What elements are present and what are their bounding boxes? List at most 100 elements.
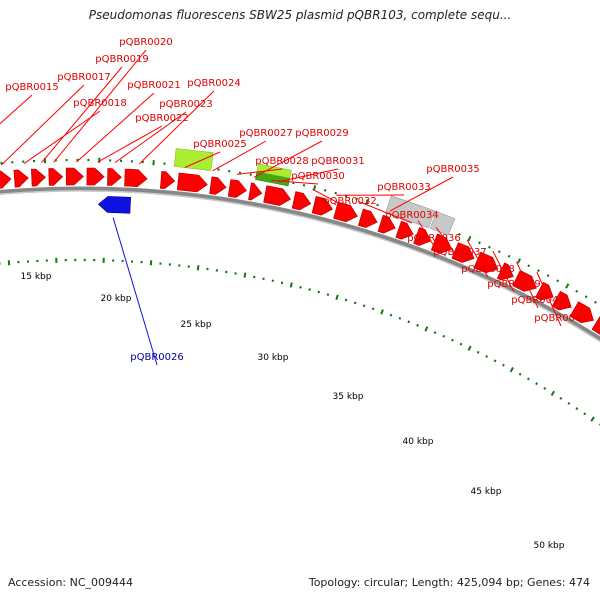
rna-feature [174, 148, 214, 171]
scale-label: 25 kbp [181, 320, 212, 330]
cds-arrow [535, 281, 554, 301]
inner-tick [308, 288, 311, 291]
outer-tick [527, 264, 531, 268]
gene-label-plus: pQBR0024 [187, 78, 240, 89]
gene-label-plus: pQBR0021 [127, 80, 180, 91]
inner-tick [442, 334, 446, 338]
other-feature [429, 211, 456, 236]
cds-arrow [65, 167, 84, 186]
cds-arrow [107, 168, 122, 186]
gene-label-plus: pQBR0018 [73, 98, 126, 109]
outer-tick [323, 189, 327, 192]
inner-tick [583, 412, 587, 416]
scale-label: 45 kbp [471, 487, 502, 497]
scale-label: 15 kbp [21, 272, 52, 282]
gene-label-plus: pQBR0023 [159, 99, 212, 110]
callout-line [112, 217, 158, 366]
inner-tick [380, 309, 384, 315]
cds-arrow [291, 191, 312, 211]
gene-label-plus: pQBR0037 [433, 247, 486, 258]
inner-tick [467, 345, 472, 351]
outer-tick [507, 254, 511, 258]
inner-tick [398, 317, 402, 320]
inner-tick [535, 382, 539, 386]
callout-line [417, 220, 435, 247]
cds-arrow [473, 251, 499, 274]
inner-tick [518, 372, 522, 376]
cds-arrow [430, 233, 453, 254]
cds-arrow [311, 196, 333, 216]
outer-tick [575, 289, 579, 293]
scale-label: 35 kbp [333, 392, 364, 402]
gene-label-plus: pQBR0025 [193, 139, 246, 150]
callout-line [536, 271, 562, 327]
inner-tick [196, 265, 200, 271]
inner-tick [485, 355, 489, 358]
gene-label-plus: pQBR0040 [511, 295, 564, 306]
scale-label: 30 kbp [258, 353, 289, 363]
gene-label-minus: pQBR0026 [130, 352, 183, 363]
inner-tick [433, 331, 437, 334]
scale-label: 20 kbp [101, 294, 132, 304]
callout-line [271, 179, 319, 185]
topology-summary: Topology: circular; Length: 425,094 bp; … [308, 576, 590, 589]
gene-label-plus: pQBR0032 [323, 196, 376, 207]
outer-tick [594, 300, 597, 304]
callout-line [389, 176, 454, 212]
gene-label-plus: pQBR0028 [255, 156, 308, 167]
gene-label-plus: pQBR0027 [239, 128, 292, 139]
cds-arrow [248, 182, 263, 201]
cds-arrow [0, 170, 12, 189]
cds-arrow [451, 242, 475, 263]
inner-tick [459, 342, 463, 346]
inner-tick [424, 326, 429, 332]
gene-label-plus: pQBR0029 [295, 128, 348, 139]
minus-strand-arrow [97, 196, 132, 214]
callout-line [0, 94, 33, 125]
callout-line [357, 200, 413, 224]
inner-tick [451, 338, 454, 342]
gene-label-plus: pQBR0019 [95, 54, 148, 65]
inner-tick [575, 407, 579, 411]
backbone-arc [0, 186, 600, 343]
inner-tick [362, 304, 366, 308]
cds-arrow [395, 220, 414, 240]
callout-line [212, 140, 267, 172]
outer-tick [458, 232, 461, 236]
rna-feature [256, 163, 292, 179]
inner-tick [509, 366, 514, 373]
inner-tick [344, 298, 348, 302]
cds-arrow [512, 269, 537, 292]
accession-text: Accession: NC_009444 [8, 576, 134, 589]
outer-tick [467, 235, 472, 242]
gene-label-plus: pQBR0039 [487, 279, 540, 290]
gene-label-plus: pQBR0036 [407, 233, 460, 244]
inner-tick [543, 386, 547, 390]
outer-tick [546, 274, 550, 278]
gene-label-plus: pQBR0033 [377, 182, 430, 193]
callout-line [41, 66, 123, 164]
callout-line [312, 188, 351, 210]
gene-label-plus: pQBR0020 [119, 37, 172, 48]
gene-label-plus: pQBR0030 [291, 171, 344, 182]
cds-arrow [13, 169, 29, 188]
outer-tick [516, 258, 521, 264]
outer-tick [355, 197, 358, 201]
callout-line [76, 92, 155, 163]
cds-arrow [263, 185, 292, 206]
callout-line [516, 261, 539, 309]
inner-tick [289, 282, 293, 288]
inner-tick [416, 323, 419, 327]
callout-line [278, 168, 339, 183]
gene-label-plus: pQBR0022 [135, 113, 188, 124]
callout-line [23, 110, 101, 164]
cds-arrow [86, 167, 105, 186]
cds-arrow [209, 176, 227, 195]
outer-tick [584, 295, 588, 299]
cds-arrow [413, 227, 432, 246]
callout-line [139, 90, 215, 165]
other-feature [385, 195, 436, 229]
inner-tick [567, 401, 571, 405]
outer-tick [565, 283, 570, 289]
